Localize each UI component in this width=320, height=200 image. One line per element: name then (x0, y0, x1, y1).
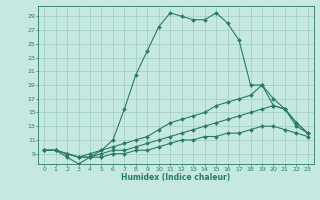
X-axis label: Humidex (Indice chaleur): Humidex (Indice chaleur) (121, 173, 231, 182)
